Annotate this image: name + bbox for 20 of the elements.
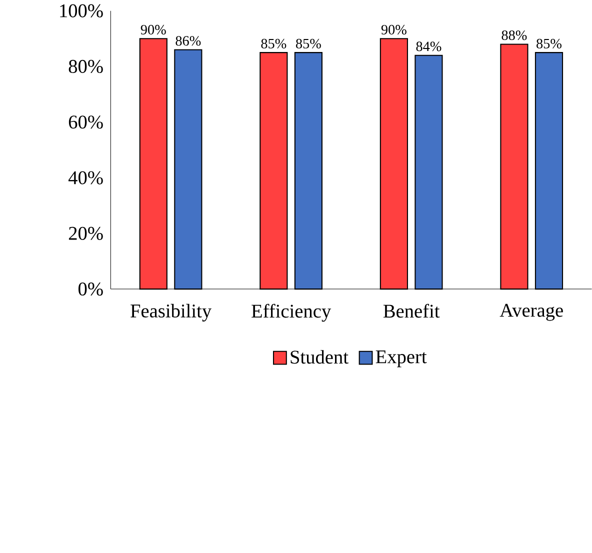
data-label: 85%: [536, 38, 562, 48]
data-label: 90%: [381, 24, 406, 34]
y-tick-label: 20%: [68, 226, 103, 240]
data-label: 85%: [296, 38, 321, 48]
y-tick-label: 0%: [78, 282, 103, 296]
y-tick-label: 100%: [60, 4, 103, 18]
legend-label: Student: [290, 350, 348, 364]
x-tick-label: Feasibility: [130, 304, 212, 322]
y-tick-label: 40%: [68, 171, 103, 184]
data-label: 88%: [502, 30, 527, 40]
legend-label: Expert: [376, 350, 427, 368]
data-label: 86%: [176, 36, 201, 46]
y-tick-label: 60%: [68, 115, 103, 129]
data-label: 85%: [261, 38, 286, 48]
y-tick-label: 80%: [68, 60, 103, 73]
x-tick-label: Average: [500, 304, 563, 321]
data-label: 90%: [140, 24, 166, 34]
x-tick-label: Efficiency: [252, 304, 332, 322]
x-tick-label: Benefit: [383, 304, 440, 318]
data-label: 84%: [416, 41, 442, 52]
